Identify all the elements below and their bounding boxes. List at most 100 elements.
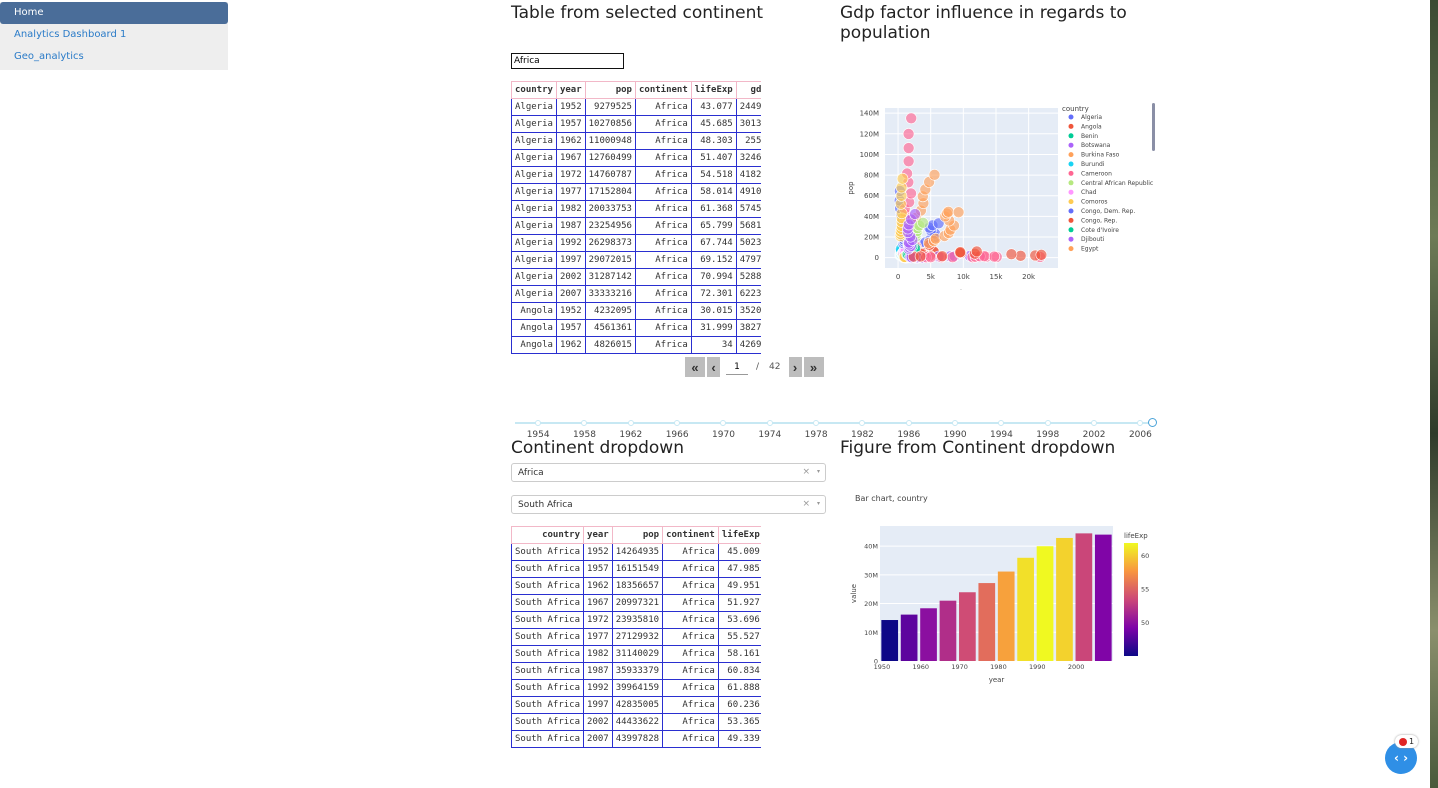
table-cell[interactable]: Africa — [634, 200, 692, 218]
table-cell[interactable]: Africa — [662, 679, 719, 697]
table-cell[interactable]: 65.799 — [690, 217, 737, 235]
bar[interactable] — [939, 600, 957, 661]
table-cell[interactable]: 1952 — [555, 98, 586, 116]
table-cell[interactable]: 58.014 — [690, 183, 737, 201]
table-cell[interactable]: 31.999 — [690, 319, 737, 337]
continent-text-input[interactable] — [511, 53, 624, 69]
column-header[interactable]: year — [555, 81, 586, 99]
table-cell[interactable]: 1957 — [555, 319, 586, 337]
table-cell[interactable]: Algeria — [511, 166, 557, 184]
legend-marker[interactable] — [1068, 180, 1074, 186]
table-cell[interactable]: South Africa — [511, 594, 585, 612]
table-cell[interactable]: Africa — [634, 268, 692, 286]
column-header[interactable]: continent — [634, 81, 692, 99]
table-cell[interactable]: 1997 — [583, 696, 613, 714]
slider-mark-label[interactable]: 1990 — [943, 430, 967, 440]
table-cell[interactable]: South Africa — [511, 679, 585, 697]
scatter-point[interactable] — [902, 128, 915, 140]
legend-scrollbar[interactable] — [1152, 103, 1155, 151]
slider-step-dot[interactable] — [998, 420, 1005, 426]
table-cell[interactable]: Africa — [634, 336, 692, 354]
bar[interactable] — [959, 592, 976, 661]
legend-entry[interactable]: Congo, Rep. — [1081, 217, 1117, 224]
table-cell[interactable]: South Africa — [511, 560, 585, 578]
previous-page-button[interactable]: ‹ — [707, 357, 720, 377]
scatter-point[interactable] — [942, 206, 955, 218]
table-cell[interactable]: 67.744 — [690, 234, 737, 252]
table-cell[interactable]: Africa — [634, 183, 692, 201]
table-cell[interactable]: 60.834 — [717, 662, 761, 680]
table-cell[interactable]: 45.009 — [717, 543, 761, 561]
legend-marker[interactable] — [1068, 208, 1074, 214]
clear-icon[interactable]: × — [802, 467, 810, 477]
table-cell[interactable]: 61.888 — [717, 679, 761, 697]
scatter-point[interactable] — [954, 246, 967, 258]
slider-mark-label[interactable]: 1986 — [897, 430, 921, 440]
scatter-point[interactable] — [909, 208, 921, 220]
slider-mark-label[interactable]: 1970 — [712, 430, 735, 440]
table-cell[interactable]: Africa — [634, 217, 692, 235]
table-cell[interactable]: 2449. — [735, 98, 761, 116]
table-cell[interactable]: 2007 — [583, 730, 613, 748]
table-cell[interactable]: Africa — [662, 628, 719, 646]
chevron-down-icon[interactable]: ▾ — [816, 500, 820, 507]
table-cell[interactable]: 4910. — [735, 183, 761, 201]
chevron-down-icon[interactable]: ▾ — [816, 468, 820, 475]
slider-step-dot[interactable] — [535, 420, 542, 426]
slider-mark-label[interactable]: 1954 — [526, 430, 550, 440]
table-cell[interactable]: 61.368 — [690, 200, 737, 218]
table-cell[interactable]: 29072015 — [584, 251, 636, 269]
table-cell[interactable]: 55.527 — [717, 628, 761, 646]
scatter-point[interactable] — [914, 250, 927, 263]
table-cell[interactable]: 42835005 — [611, 696, 664, 714]
table-cell[interactable]: 44433622 — [611, 713, 664, 731]
legend-marker[interactable] — [1068, 189, 1074, 195]
table-cell[interactable]: Africa — [634, 149, 692, 167]
table-cell[interactable]: 34 — [690, 336, 737, 354]
slider-mark-label[interactable]: 1998 — [1036, 430, 1060, 440]
scatter-point[interactable] — [902, 142, 915, 154]
legend-entry[interactable]: Chad — [1081, 189, 1097, 196]
table-cell[interactable]: Africa — [662, 713, 719, 731]
column-header[interactable]: lifeExp — [717, 526, 761, 544]
legend-marker[interactable] — [1068, 152, 1074, 158]
current-page-input[interactable] — [726, 359, 748, 375]
table-cell[interactable]: Angola — [511, 302, 557, 320]
table-cell[interactable]: South Africa — [511, 645, 585, 663]
table-cell[interactable]: 16151549 — [611, 560, 664, 578]
scatter-point[interactable] — [896, 172, 909, 185]
legend-entry[interactable]: Botswana — [1081, 142, 1111, 149]
table-cell[interactable]: Africa — [662, 662, 719, 680]
table-cell[interactable]: 1952 — [555, 302, 586, 320]
table-cell[interactable]: Africa — [662, 645, 719, 663]
country-bar-chart[interactable]: Bar chart, country 0 10M 20M 30M 40M 1950 1960 1… — [840, 488, 1170, 688]
table-cell[interactable]: 33333216 — [584, 285, 636, 303]
column-header[interactable]: year — [583, 526, 613, 544]
table-cell[interactable]: 1982 — [583, 645, 613, 663]
legend-entry[interactable]: Burundi — [1081, 161, 1105, 168]
table-cell[interactable]: 54.518 — [690, 166, 737, 184]
table-cell[interactable]: 4269. — [735, 336, 761, 354]
scatter-point[interactable] — [902, 155, 915, 168]
table-cell[interactable]: South Africa — [511, 713, 585, 731]
legend-marker[interactable] — [1068, 246, 1074, 252]
legend-marker[interactable] — [1068, 142, 1074, 148]
legend-entry[interactable]: Cote d'Ivoire — [1081, 227, 1119, 234]
bar[interactable] — [1094, 534, 1112, 661]
table-cell[interactable]: 1992 — [583, 679, 613, 697]
scatter-point[interactable] — [1005, 248, 1018, 261]
bar[interactable] — [881, 620, 899, 661]
table-cell[interactable]: 1982 — [555, 200, 586, 218]
slider-step-dot[interactable] — [720, 420, 727, 426]
table-cell[interactable]: 5288. — [735, 268, 761, 286]
legend-entry[interactable]: Angola — [1081, 123, 1102, 130]
table-cell[interactable]: 60.236 — [717, 696, 761, 714]
scatter-point[interactable] — [928, 169, 941, 181]
table-cell[interactable]: South Africa — [511, 577, 585, 595]
table-cell[interactable]: Algeria — [511, 98, 557, 116]
legend-marker[interactable] — [1068, 114, 1074, 120]
table-cell[interactable]: Algeria — [511, 200, 557, 218]
sidebar-item-analytics-dashboard-1[interactable]: Analytics Dashboard 1 — [14, 29, 127, 40]
legend-marker[interactable] — [1068, 217, 1074, 223]
table-cell[interactable]: Africa — [634, 234, 692, 252]
